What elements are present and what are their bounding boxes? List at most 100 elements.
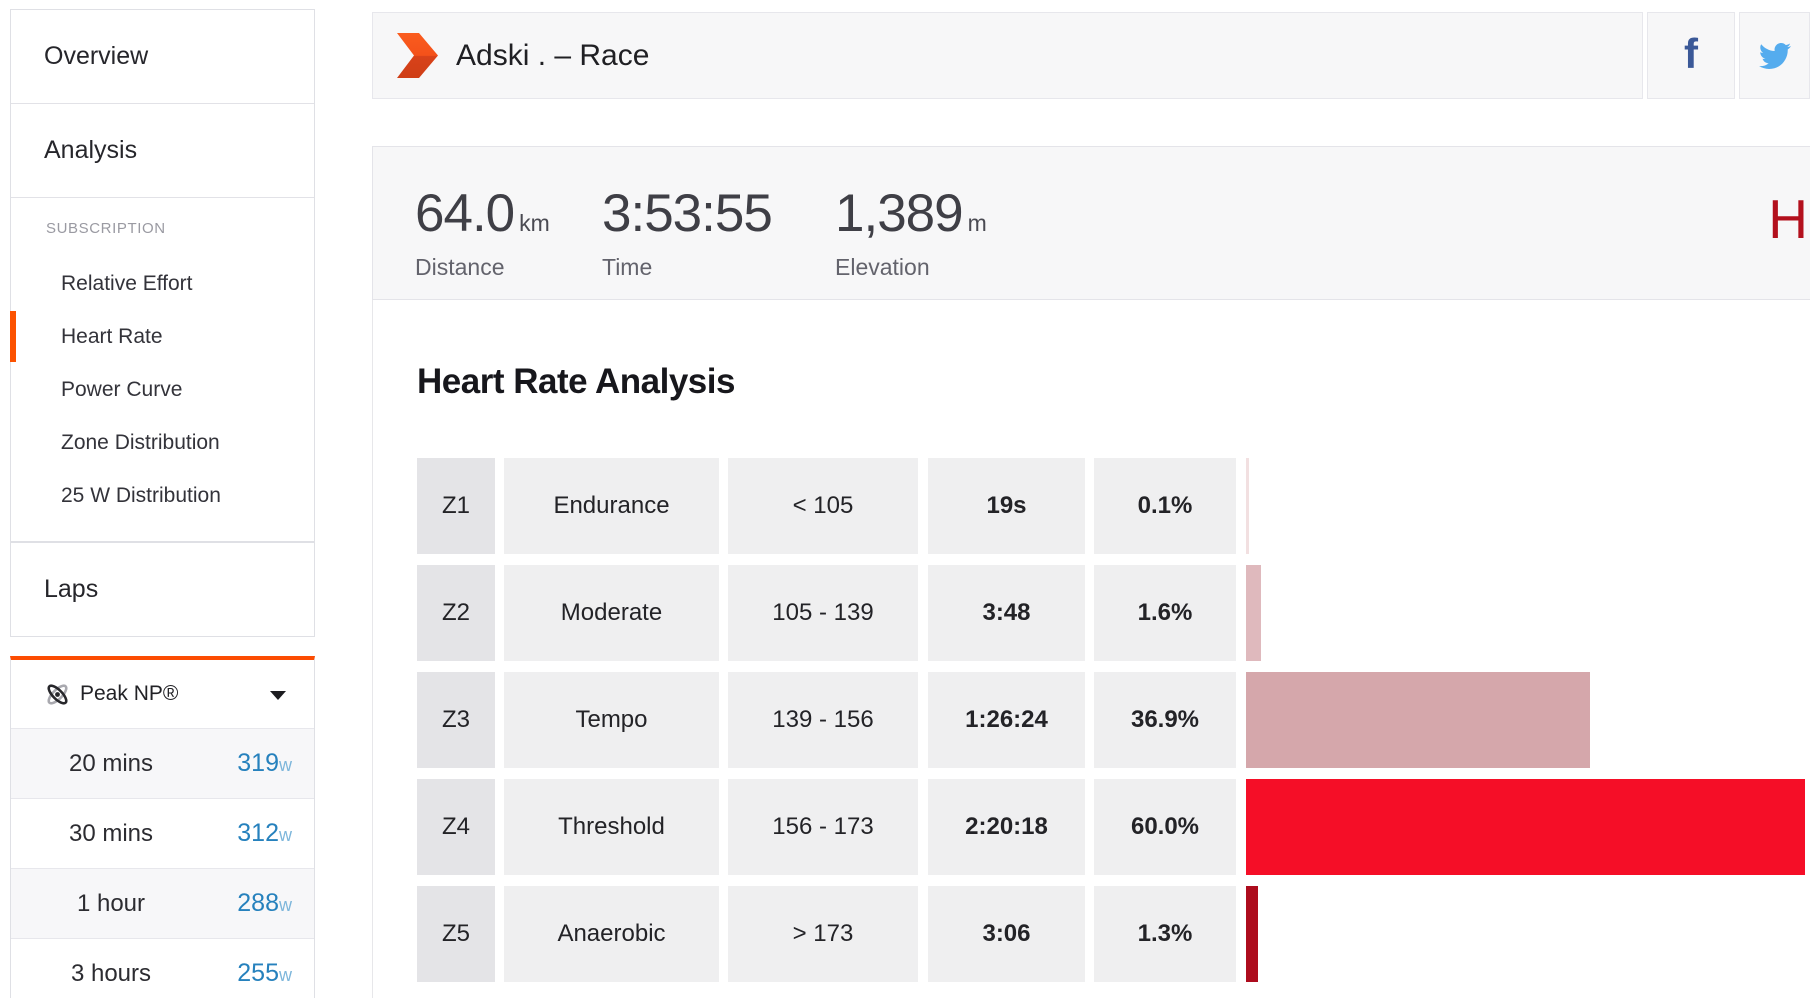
time-value: 3:53:55 [602,184,773,243]
zone-id-cell: Z5 [417,886,495,982]
activity-title: Adski . – Race [456,38,650,72]
zone-name-cell: Moderate [504,565,719,661]
zone-name-cell: Anaerobic [504,886,719,982]
peak-np-row: 30 mins 312w [11,798,314,868]
zone-range-cell: 156 - 173 [728,779,918,875]
peak-power-value: 255 [237,959,279,987]
sidebar-item-label: Zone Distribution [61,430,220,454]
hr-zone-row-z1: Z1 Endurance < 105 19s 0.1% [417,458,1810,554]
elevation-value: 1,389 [835,184,964,243]
stat-distance: 64.0 km Distance [415,183,550,281]
zone-distribution-bar [1246,779,1805,875]
zone-range-cell: 105 - 139 [728,565,918,661]
peak-np-header: Peak NP® [11,660,314,728]
active-item-accent-bar [10,311,16,362]
sidebar-item-25-w-distribution[interactable]: 25 W Distribution [11,469,314,522]
sidebar-item-laps[interactable]: Laps [10,542,315,637]
sidebar-item-label: Heart Rate [61,324,163,348]
sidebar-item-relative-effort[interactable]: Relative Effort [11,257,314,310]
zone-percent-cell: 36.9% [1094,672,1236,768]
facebook-icon: f [1684,29,1698,77]
zone-percent-cell: 1.6% [1094,565,1236,661]
peak-np-row: 1 hour 288w [11,868,314,938]
zone-id-cell: Z2 [417,565,495,661]
time-label: Time [602,254,653,280]
zone-range-cell: < 105 [728,458,918,554]
sidebar-item-power-curve[interactable]: Power Curve [11,363,314,416]
distance-value: 64.0 [415,184,515,243]
subscription-section: SUBSCRIPTION Relative Effort Heart Rate Po… [10,198,314,522]
hr-zone-row-z4: Z4 Threshold 156 - 173 2:20:18 60.0% [417,779,1810,875]
clipped-right-text: H [1768,188,1808,250]
peak-power-link[interactable]: 319w [237,749,292,778]
zone-time-cell: 19s [928,458,1085,554]
subscription-label: SUBSCRIPTION [46,220,166,237]
stat-elevation: 1,389 m Elevation [835,183,987,281]
peak-duration-label: 30 mins [68,819,154,847]
twitter-share-button[interactable] [1739,12,1810,99]
facebook-share-button[interactable]: f [1647,12,1735,99]
hr-zone-row-z2: Z2 Moderate 105 - 139 3:48 1.6% [417,565,1810,661]
zone-percent-cell: 0.1% [1094,458,1236,554]
peak-power-unit: w [279,965,292,985]
orbit-atom-icon [47,683,68,705]
sidebar-item-label: Power Curve [61,377,183,401]
peak-power-link[interactable]: 312w [237,819,292,848]
peak-power-link[interactable]: 288w [237,889,292,918]
sidebar-nav-card: Overview Analysis SUBSCRIPTION Relative … [10,9,315,542]
twitter-icon [1758,42,1791,69]
subscription-items: Relative Effort Heart Rate Power Curve Zone… [10,257,314,522]
peak-power-unit: w [279,825,292,845]
peak-power-value: 288 [237,889,279,917]
divider [11,197,314,198]
hr-zone-table: Z1 Endurance < 105 19s 0.1% Z2 Moderate 105 - 1… [417,458,1810,998]
sidebar-item-label: Relative Effort [61,271,193,295]
zone-id-cell: Z3 [417,672,495,768]
hr-zone-row-z5: Z5 Anaerobic > 173 3:06 1.3% [417,886,1810,982]
peak-power-unit: w [279,895,292,915]
zone-id-cell: Z4 [417,779,495,875]
peak-power-value: 312 [237,819,279,847]
peak-np-rows: 20 mins 319w 30 mins 312w 1 hour 288w 3 hours 2… [11,728,314,1008]
distance-unit: km [519,210,550,236]
heart-rate-analysis-heading: Heart Rate Analysis [417,362,735,401]
peak-power-unit: w [279,755,292,775]
zone-distribution-bar [1246,672,1590,768]
zone-time-cell: 1:26:24 [928,672,1085,768]
activity-chevron-icon [397,33,438,78]
peak-duration-label: 20 mins [68,749,154,777]
distance-label: Distance [415,254,505,280]
zone-name-cell: Threshold [504,779,719,875]
sidebar-item-analysis[interactable]: Analysis [44,136,138,164]
laps-label: Laps [44,575,99,603]
zone-name-cell: Endurance [504,458,719,554]
sidebar-item-heart-rate[interactable]: Heart Rate [10,310,314,363]
zone-percent-cell: 60.0% [1094,779,1236,875]
peak-duration-label: 1 hour [76,889,146,917]
peak-np-title: Peak NP® [80,682,179,705]
zone-id-cell: Z1 [417,458,495,554]
zone-time-cell: 3:06 [928,886,1085,982]
sidebar-item-label: 25 W Distribution [61,483,221,507]
zone-range-cell: > 173 [728,886,918,982]
activity-title-bar: Adski . – Race [372,12,1643,99]
peak-np-row: 3 hours 255w [11,938,314,1008]
peak-np-card: Peak NP® 20 mins 319w 30 mins 312w 1 hour 288… [10,656,315,998]
stat-time: 3:53:55 Time [602,183,777,281]
chevron-down-icon[interactable] [270,691,286,700]
sidebar-item-overview[interactable]: Overview [44,42,149,70]
peak-power-link[interactable]: 255w [237,959,292,988]
sidebar-item-zone-distribution[interactable]: Zone Distribution [11,416,314,469]
peak-duration-label: 3 hours [70,959,152,987]
zone-distribution-bar [1246,458,1249,554]
zone-percent-cell: 1.3% [1094,886,1236,982]
peak-np-row: 20 mins 319w [11,728,314,798]
zone-time-cell: 3:48 [928,565,1085,661]
heart-rate-analysis-panel: Heart Rate Analysis Z1 Endurance < 105 19s 0… [372,300,1810,998]
zone-time-cell: 2:20:18 [928,779,1085,875]
zone-distribution-bar [1246,565,1261,661]
zone-distribution-bar [1246,886,1258,982]
divider [11,103,314,104]
elevation-label: Elevation [835,254,930,280]
zone-name-cell: Tempo [504,672,719,768]
